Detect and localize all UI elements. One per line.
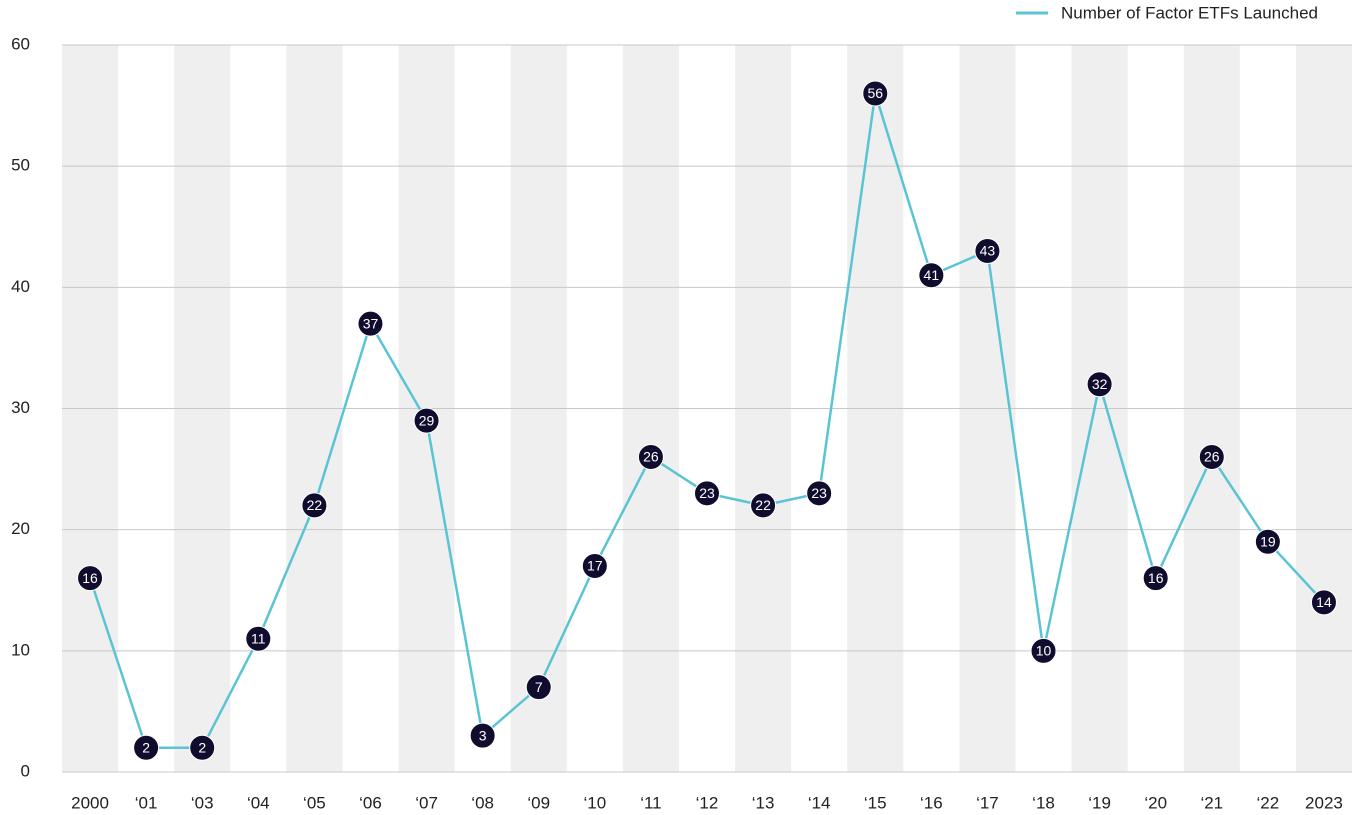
- data-label: 41: [924, 267, 940, 283]
- data-label: 29: [419, 412, 435, 428]
- y-tick-label: 60: [11, 34, 30, 53]
- x-tick-label: ‘22: [1257, 793, 1280, 812]
- x-tick-label: ‘17: [976, 793, 999, 812]
- x-tick-label: ‘08: [471, 793, 494, 812]
- x-tick-label: ‘20: [1144, 793, 1167, 812]
- marker: [581, 553, 608, 580]
- y-tick-label: 30: [11, 398, 30, 417]
- marker: [469, 722, 496, 749]
- x-tick-label: ‘14: [808, 793, 831, 812]
- x-tick-label: ‘13: [752, 793, 775, 812]
- data-label: 11: [251, 630, 266, 646]
- y-tick-label: 10: [11, 640, 30, 659]
- data-label: 22: [755, 497, 771, 513]
- y-tick-label: 20: [11, 519, 30, 538]
- data-label: 2: [142, 739, 150, 755]
- y-tick-label: 40: [11, 277, 30, 296]
- x-tick-label: ‘05: [303, 793, 326, 812]
- data-label: 7: [535, 679, 543, 695]
- y-tick-label: 0: [21, 761, 30, 780]
- x-tick-label: ‘04: [247, 793, 270, 812]
- legend-label: Number of Factor ETFs Launched: [1061, 3, 1318, 22]
- x-tick-label: 2000: [71, 793, 109, 812]
- marker: [189, 734, 216, 761]
- marker: [1310, 589, 1337, 616]
- data-label: 37: [363, 315, 379, 331]
- x-tick-label: ‘03: [191, 793, 214, 812]
- marker: [357, 310, 384, 337]
- x-tick-label: ‘11: [640, 793, 661, 812]
- marker: [918, 262, 945, 289]
- data-label: 2: [198, 739, 206, 755]
- x-tick-label: ‘01: [135, 793, 158, 812]
- marker: [806, 480, 833, 507]
- data-label: 16: [82, 570, 98, 586]
- x-tick-label: 2023: [1305, 793, 1343, 812]
- x-tick-label: ‘18: [1032, 793, 1055, 812]
- data-label: 22: [307, 497, 323, 513]
- marker: [1198, 443, 1225, 470]
- x-tick-label: ‘06: [359, 793, 382, 812]
- x-tick-label: ‘10: [583, 793, 606, 812]
- x-tick-label: ‘09: [527, 793, 550, 812]
- marker: [133, 734, 160, 761]
- marker: [525, 674, 552, 701]
- data-label: 26: [1204, 449, 1220, 465]
- marker: [1086, 371, 1113, 398]
- data-label: 43: [980, 243, 996, 259]
- marker: [694, 480, 720, 507]
- x-tick-label: ‘15: [864, 793, 887, 812]
- data-label: 23: [811, 485, 827, 501]
- x-tick-label: ‘16: [920, 793, 943, 812]
- line: [88, 93, 1325, 750]
- marker: [862, 80, 889, 107]
- x-tick-label: ‘19: [1088, 793, 1111, 812]
- marker: [1254, 528, 1281, 555]
- marker: [1030, 637, 1057, 664]
- data-label: 10: [1036, 643, 1052, 659]
- data-label: 56: [867, 85, 883, 101]
- data-label: 32: [1092, 376, 1108, 392]
- marker: [413, 407, 440, 434]
- marker: [637, 443, 664, 470]
- x-tick-label: ‘12: [696, 793, 719, 812]
- data-label: 23: [699, 485, 715, 501]
- data-label: 3: [479, 727, 487, 743]
- marker: [77, 565, 104, 592]
- marker: [750, 492, 777, 519]
- y-tick-label: 50: [11, 156, 30, 175]
- data-label: 19: [1260, 533, 1276, 549]
- marker: [245, 625, 272, 652]
- x-tick-label: ‘21: [1200, 793, 1223, 812]
- marker: [301, 492, 328, 519]
- data-label: 14: [1316, 594, 1332, 610]
- marker: [1142, 565, 1169, 592]
- data-label: 17: [587, 558, 603, 574]
- data-label: 16: [1148, 570, 1164, 586]
- marker: [974, 237, 1001, 264]
- data-label: 26: [643, 449, 659, 465]
- x-tick-label: ‘07: [415, 793, 438, 812]
